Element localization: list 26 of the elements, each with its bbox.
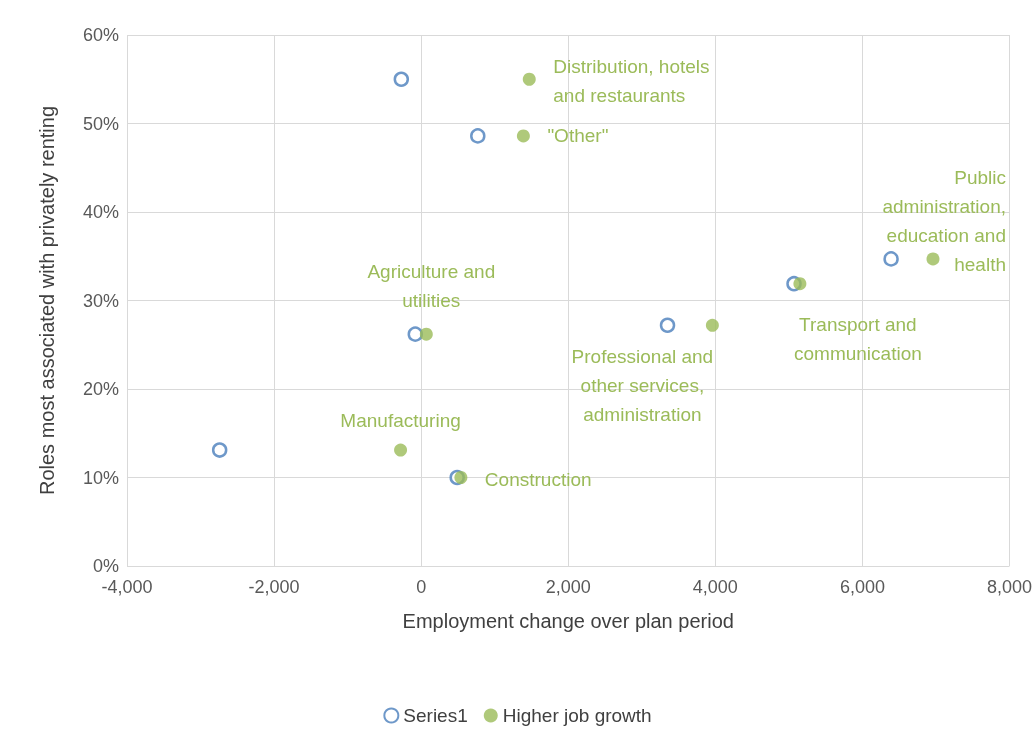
y-tick-label: 30% [82, 290, 119, 311]
x-tick-label: -2,000 [248, 577, 300, 597]
y-tick-label: 40% [82, 202, 119, 222]
x-tick-label: -4,000 [101, 577, 153, 597]
x-tick-label: 6,000 [839, 577, 885, 597]
y-axis-title: Roles most associated with privately renting [36, 105, 58, 496]
x-tick-label: 0 [416, 577, 427, 597]
y-tick-label: 20% [82, 379, 119, 399]
annotation: "Other" [547, 125, 609, 147]
y-tick-label: 0% [92, 556, 119, 576]
annotation: Transport and communication [794, 313, 922, 364]
annotation: Distribution, hotels and restaurants [553, 56, 710, 107]
annotation: Professional and other services, administration [571, 345, 714, 425]
annotation: Construction [484, 469, 592, 490]
x-tick-label: 8,000 [986, 577, 1032, 597]
legend-label: Series1 [403, 705, 468, 726]
y-tick-label: 10% [82, 467, 119, 488]
legend-label: Higher job growth [502, 705, 652, 726]
x-axis-title: Employment change over plan period [402, 610, 734, 632]
x-tick-label: 4,000 [692, 577, 738, 597]
y-tick-label: 60% [82, 25, 119, 45]
annotation: Public administration, education and health [882, 166, 1006, 275]
annotation: Agriculture and utilities [367, 261, 496, 312]
annotation: Manufacturing [340, 409, 461, 431]
y-tick-label: 50% [82, 113, 119, 134]
x-tick-label: 2,000 [545, 577, 591, 597]
